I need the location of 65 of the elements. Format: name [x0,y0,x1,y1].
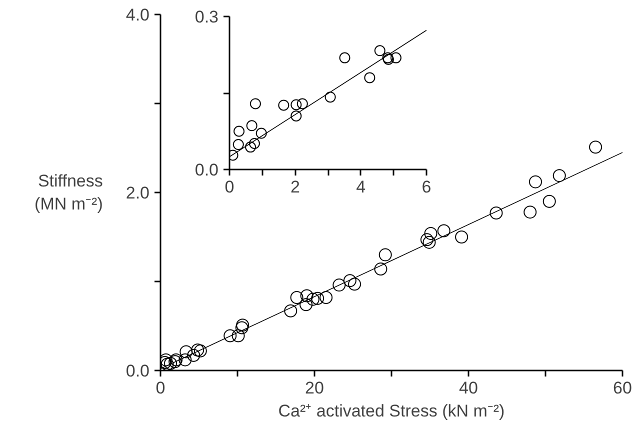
point [187,348,200,362]
x-axis-title: Ca²⁺ activated Stress (kN m⁻²) [278,402,505,420]
point [164,356,178,370]
point [324,92,336,103]
point [455,230,468,244]
y-tick-label: 0.3 [194,8,219,26]
point [160,353,172,366]
y-tick-label: 0.0 [194,160,219,180]
point [224,329,237,342]
point [348,278,362,291]
point [235,321,248,334]
point [374,45,386,56]
point [232,329,245,342]
point [245,142,256,153]
x-tick-label: 0 [156,378,166,398]
point [180,345,193,358]
y-tick-label: 2.0 [126,184,150,202]
point [178,353,192,366]
point [256,128,267,139]
point [290,99,302,110]
y-axis-title: Stiffness (MN m⁻²) [34,172,103,214]
x-tick-label: 60 [613,378,632,398]
point [378,248,392,262]
point [236,318,250,332]
point [250,98,261,110]
x-tick-label: 20 [305,378,324,398]
y-tick-label: 4.0 [126,6,150,24]
point [390,52,402,64]
point [528,175,542,188]
x-tick-label: 40 [459,378,478,398]
point [234,126,245,137]
point [422,236,436,249]
point [420,233,434,246]
point [552,169,566,182]
point [296,98,308,110]
x-tick-label: 4 [356,178,366,196]
point [343,274,356,288]
point [311,292,324,305]
point [232,139,244,150]
point [290,110,302,122]
y-tick-label: 0.0 [126,362,150,380]
point [524,206,537,219]
point [542,194,556,208]
x-tick-label: 2 [290,178,300,196]
point [364,72,376,84]
point [374,262,388,276]
point [191,344,204,357]
point [437,224,450,238]
point [290,291,304,304]
point [339,52,350,64]
x-tick-label: 6 [422,178,432,196]
point [320,291,333,304]
point [284,304,298,318]
point [246,120,258,132]
point [300,298,313,312]
point [194,344,207,358]
point [490,206,503,220]
point [306,292,320,306]
x-tick-label: 0 [224,178,234,196]
point [278,100,290,111]
point [300,289,314,302]
point [589,140,602,154]
point [332,278,346,292]
point [248,138,260,149]
point [424,226,438,240]
